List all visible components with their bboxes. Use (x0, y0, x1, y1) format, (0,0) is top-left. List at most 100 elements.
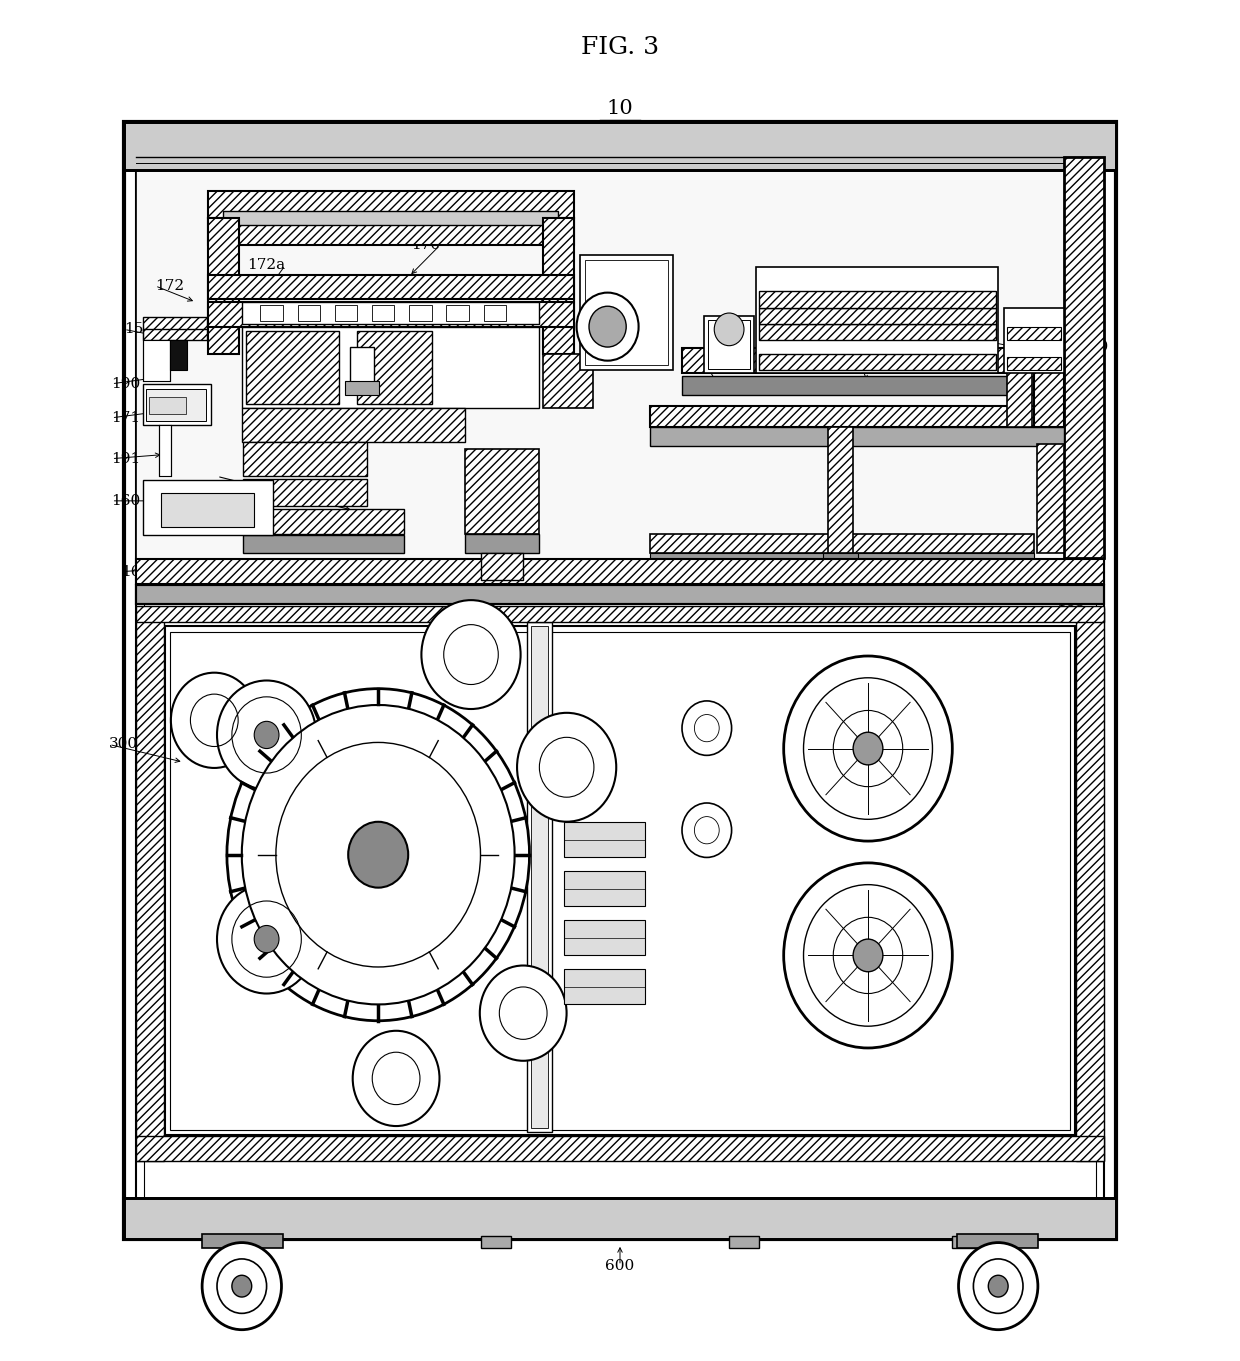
Circle shape (348, 822, 408, 887)
Bar (143, 384, 211, 425)
Text: FIG. 3: FIG. 3 (580, 37, 660, 59)
Bar (704, 316, 754, 373)
Circle shape (232, 1275, 252, 1297)
Bar (759, 308, 996, 324)
Text: 130: 130 (861, 357, 889, 370)
Circle shape (202, 1243, 281, 1330)
Text: 112: 112 (709, 363, 739, 377)
Bar (1034, 348, 1064, 427)
Bar (1007, 357, 1061, 370)
Bar (650, 427, 1064, 446)
Text: 151: 151 (604, 313, 632, 327)
Circle shape (517, 713, 616, 822)
Bar (170, 340, 187, 370)
Bar (124, 122, 1116, 170)
Circle shape (227, 689, 529, 1021)
Circle shape (217, 1259, 267, 1313)
Bar (170, 632, 1070, 1130)
Text: 162: 162 (122, 565, 151, 578)
Bar (531, 626, 548, 1128)
Bar (484, 305, 506, 321)
Circle shape (682, 803, 732, 857)
Bar (242, 302, 539, 324)
Text: 171: 171 (112, 411, 140, 425)
Bar (335, 305, 357, 321)
Bar (124, 1198, 1116, 1239)
Bar (465, 449, 539, 534)
Text: 160: 160 (112, 494, 141, 508)
Circle shape (422, 600, 521, 709)
Bar (136, 1136, 1104, 1161)
Circle shape (853, 939, 883, 972)
Bar (465, 534, 539, 553)
Bar (543, 354, 593, 408)
Bar (143, 329, 207, 340)
Text: 170: 170 (412, 238, 440, 252)
Bar (243, 509, 404, 534)
Bar (146, 389, 206, 421)
Bar (585, 260, 668, 365)
Bar (527, 622, 552, 1132)
Text: 180: 180 (967, 331, 996, 344)
Text: 10: 10 (606, 99, 634, 118)
Bar (243, 535, 404, 553)
Text: 600: 600 (605, 1259, 635, 1273)
Bar (1037, 444, 1064, 553)
Text: 182: 182 (1056, 563, 1085, 577)
Bar (650, 534, 1034, 553)
Bar (208, 275, 574, 299)
Bar (242, 408, 465, 442)
Bar (564, 871, 645, 906)
Circle shape (589, 306, 626, 347)
Circle shape (853, 732, 883, 765)
Bar (481, 1236, 511, 1248)
Bar (1007, 348, 1032, 427)
Bar (136, 608, 164, 1161)
Bar (159, 425, 171, 476)
Bar (136, 606, 1104, 622)
Bar (543, 218, 574, 354)
Text: 191: 191 (112, 452, 141, 465)
Bar (246, 331, 339, 404)
Bar (161, 493, 254, 527)
Text: 152: 152 (539, 290, 568, 304)
Bar (580, 255, 673, 370)
Text: 183: 183 (1056, 595, 1085, 608)
Bar (682, 376, 1064, 395)
Bar (350, 347, 374, 388)
Text: 190: 190 (112, 377, 141, 391)
Bar (708, 320, 750, 369)
Circle shape (242, 705, 515, 1004)
Bar (208, 302, 574, 327)
Bar (136, 170, 1104, 558)
Bar (446, 305, 469, 321)
Bar (756, 267, 998, 373)
Bar (143, 340, 170, 381)
Bar (372, 305, 394, 321)
Text: 120: 120 (1055, 411, 1085, 425)
Bar (260, 305, 283, 321)
Circle shape (784, 863, 952, 1048)
Bar (957, 1234, 1038, 1248)
Bar (136, 585, 1104, 604)
Bar (208, 218, 239, 354)
Bar (124, 122, 1116, 170)
Circle shape (784, 656, 952, 841)
Bar (242, 327, 539, 408)
Bar (208, 191, 574, 218)
Circle shape (577, 293, 639, 361)
Bar (136, 136, 1104, 1225)
Bar (564, 822, 645, 857)
Bar (564, 969, 645, 1004)
Bar (650, 406, 1064, 427)
Bar (143, 317, 207, 331)
Bar (202, 1234, 283, 1248)
Circle shape (217, 680, 316, 789)
Bar (208, 218, 574, 245)
Text: 140: 140 (1055, 440, 1085, 453)
Bar (828, 427, 853, 553)
Text: 114: 114 (1055, 468, 1085, 482)
Bar (1007, 327, 1061, 340)
Bar (823, 553, 858, 558)
Text: 300: 300 (109, 738, 138, 751)
